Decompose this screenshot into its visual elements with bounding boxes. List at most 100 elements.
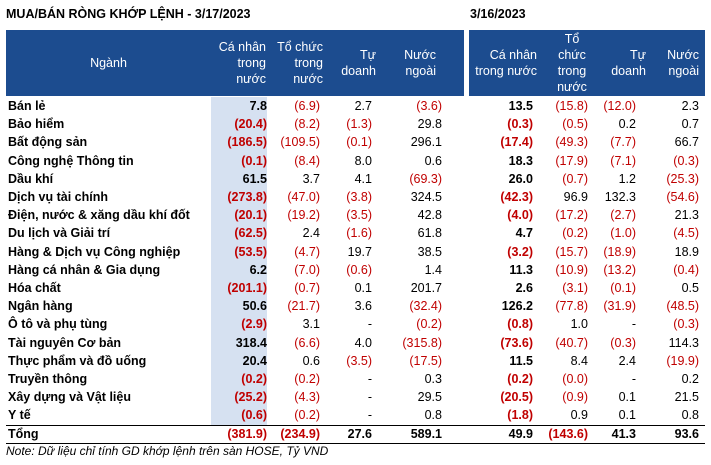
header-to-chuc: Tổ chức trong nước bbox=[277, 40, 323, 86]
value-cell: (17.5) bbox=[409, 353, 442, 368]
value-cell: - bbox=[367, 317, 372, 332]
value-cell: (4.0) bbox=[507, 208, 533, 223]
table-row: Ngân hàng 50.6 (21.7) 3.6 (32.4) 126.2 (77.8) (… bbox=[6, 297, 705, 315]
table-row: Hàng & Dịch vụ Công nghiệp (53.5) (4.7) 19.… bbox=[6, 243, 705, 261]
sector-name: Ô tô và phụ tùng bbox=[8, 317, 108, 332]
value-cell: 29.8 bbox=[417, 117, 442, 132]
table-row: Hóa chất (201.1) (0.7) 0.1 201.7 2.6 (3.1) (0.1… bbox=[6, 279, 705, 297]
value-cell: (381.9) bbox=[227, 427, 267, 441]
value-cell: 11.5 bbox=[509, 353, 533, 368]
value-cell: 21.3 bbox=[674, 208, 699, 223]
value-cell: (31.9) bbox=[603, 299, 636, 314]
value-cell: (10.9) bbox=[555, 262, 588, 277]
value-cell: 0.2 bbox=[681, 372, 699, 386]
value-cell: - bbox=[367, 390, 372, 405]
total-top-border bbox=[6, 425, 705, 426]
value-cell: 324.5 bbox=[410, 190, 442, 204]
value-cell: (53.5) bbox=[234, 244, 267, 259]
value-cell: (73.6) bbox=[500, 335, 533, 350]
value-cell: (0.4) bbox=[673, 262, 699, 277]
value-cell: (1.3) bbox=[346, 117, 372, 132]
value-cell: 0.1 bbox=[354, 281, 372, 295]
value-cell: (1.8) bbox=[507, 408, 533, 423]
table-row: Tài nguyên Cơ bản 318.4 (6.6) 4.0 (315.8) (73… bbox=[6, 334, 705, 352]
sector-name: Y tế bbox=[8, 408, 31, 423]
value-cell: (19.9) bbox=[666, 353, 699, 368]
value-cell: (7.1) bbox=[610, 153, 636, 168]
value-cell: (6.6) bbox=[294, 335, 320, 350]
value-cell: (0.3) bbox=[673, 153, 699, 168]
value-cell: 0.6 bbox=[424, 153, 442, 168]
table-divider bbox=[464, 30, 469, 443]
value-cell: (77.8) bbox=[555, 299, 588, 314]
value-cell: (0.3) bbox=[673, 317, 699, 332]
value-cell: (21.7) bbox=[287, 299, 320, 314]
value-cell: (8.2) bbox=[294, 117, 320, 132]
header-ca-nhan: Cá nhân trong nước bbox=[218, 40, 266, 86]
table-row: Điện, nước & xăng dầu khí đốt (20.1) (19.2… bbox=[6, 206, 705, 224]
value-cell: 11.3 bbox=[509, 262, 533, 277]
header-to-chuc-prev: Tổ chức trong nước bbox=[557, 32, 587, 94]
value-cell: (3.1) bbox=[562, 281, 588, 295]
value-cell: 6.2 bbox=[249, 262, 267, 277]
header-left: Ngành Cá nhân trong nước Tổ chức trong n… bbox=[6, 30, 464, 96]
value-cell: (20.1) bbox=[234, 208, 267, 223]
value-cell: - bbox=[367, 408, 372, 423]
value-cell: (1.0) bbox=[610, 226, 636, 241]
table-row: Bảo hiểm (20.4) (8.2) (1.3) 29.8 (0.3) (0.5) 0.… bbox=[6, 115, 705, 133]
table-row: Du lịch và Giải trí (62.5) 2.4 (1.6) 61.8 4.7… bbox=[6, 224, 705, 242]
value-cell: (0.1) bbox=[346, 135, 372, 150]
value-cell: (17.2) bbox=[555, 208, 588, 223]
header-nganh: Ngành bbox=[90, 56, 127, 70]
value-cell: (2.7) bbox=[610, 208, 636, 223]
value-cell: (3.5) bbox=[346, 353, 372, 368]
sector-name: Bảo hiểm bbox=[8, 117, 65, 132]
header-tu-doanh-prev: Tự doanh bbox=[611, 48, 646, 78]
value-cell: 126.2 bbox=[501, 299, 533, 314]
total-bottom-border bbox=[6, 443, 705, 444]
value-cell: 50.6 bbox=[242, 299, 267, 314]
value-cell: 4.0 bbox=[354, 335, 372, 350]
value-cell: (234.9) bbox=[280, 427, 320, 441]
value-cell: 13.5 bbox=[508, 99, 533, 113]
value-cell: 21.5 bbox=[674, 390, 699, 405]
value-cell: 66.7 bbox=[674, 135, 699, 150]
value-cell: (4.5) bbox=[673, 226, 699, 241]
value-cell: (0.0) bbox=[562, 372, 588, 386]
value-cell: (6.9) bbox=[294, 99, 320, 113]
value-cell: 18.3 bbox=[508, 153, 533, 168]
value-cell: 132.3 bbox=[604, 190, 636, 204]
value-cell: (0.7) bbox=[562, 171, 588, 186]
value-cell: 0.3 bbox=[424, 372, 442, 386]
value-cell: (0.1) bbox=[610, 281, 636, 295]
value-cell: 8.4 bbox=[570, 353, 588, 368]
value-cell: (19.2) bbox=[287, 208, 320, 223]
sector-name: Dầu khí bbox=[8, 171, 54, 186]
table-row: Hàng cá nhân & Gia dụng 6.2 (7.0) (0.6) 1.4 1… bbox=[6, 261, 705, 279]
table-row: Xây dựng và Vật liệu (25.2) (4.3) - 29.5 (20.… bbox=[6, 388, 705, 406]
value-cell: 1.4 bbox=[424, 262, 442, 277]
value-cell: (47.0) bbox=[287, 190, 320, 204]
value-cell: (0.8) bbox=[507, 317, 533, 332]
value-cell: 61.8 bbox=[417, 226, 442, 241]
sector-name: Dịch vụ tài chính bbox=[8, 190, 109, 204]
value-cell: 0.5 bbox=[681, 281, 699, 295]
value-cell: 19.7 bbox=[347, 244, 372, 259]
value-cell: 1.2 bbox=[618, 171, 636, 186]
table-row: Dịch vụ tài chính (273.8) (47.0) (3.8) 324.5… bbox=[6, 188, 705, 206]
sector-name: Bất động sản bbox=[8, 135, 88, 150]
value-cell: 0.8 bbox=[424, 408, 442, 423]
value-cell: 2.7 bbox=[354, 99, 372, 113]
value-cell: 41.3 bbox=[611, 427, 636, 441]
value-cell: 2.4 bbox=[618, 353, 636, 368]
value-cell: 49.9 bbox=[508, 427, 533, 441]
value-cell: (3.2) bbox=[507, 244, 533, 259]
sector-name: Truyền thông bbox=[8, 372, 88, 386]
value-cell: (25.3) bbox=[666, 171, 699, 186]
value-cell: (0.3) bbox=[610, 335, 636, 350]
table-row: Truyền thông (0.2) (0.2) - 0.3 (0.2) (0.0) - 0.2 bbox=[6, 370, 705, 388]
value-cell: 0.1 bbox=[618, 408, 636, 423]
value-cell: 3.7 bbox=[302, 171, 320, 186]
value-cell: 29.5 bbox=[417, 390, 442, 405]
table-row: Y tế (0.6) (0.2) - 0.8 (1.8) 0.9 0.1 0.8 bbox=[6, 406, 705, 424]
